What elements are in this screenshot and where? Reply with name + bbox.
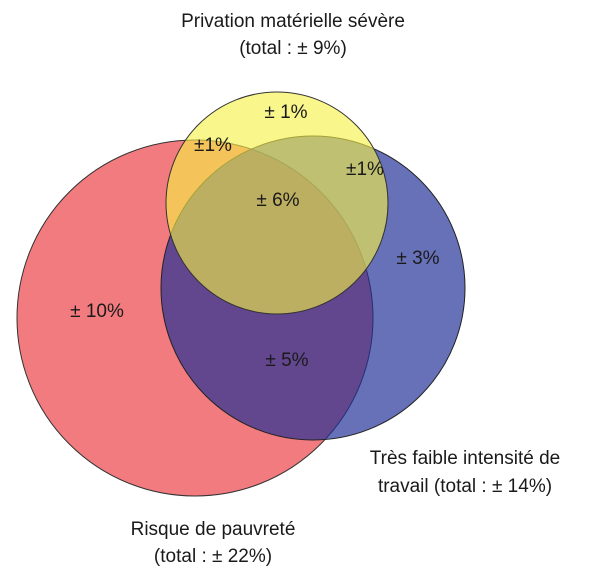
region-label: ± 6% <box>256 190 299 211</box>
region-label: ± 5% <box>265 350 308 371</box>
region-label: ±1% <box>346 159 384 180</box>
region-label: ± 3% <box>396 248 439 269</box>
set-label: (total : ± 22%) <box>154 546 272 567</box>
region-label: ± 10% <box>70 301 124 322</box>
region-label: ±1% <box>194 135 232 156</box>
region-label: ± 1% <box>264 102 307 123</box>
set-label: Privation matérielle sévère <box>181 11 405 32</box>
deprivation-circle <box>165 91 389 315</box>
set-label: Très faible intensité de <box>370 448 560 469</box>
set-label: travail (total : ± 14%) <box>378 476 552 497</box>
set-label: Risque de pauvreté <box>131 519 296 540</box>
set-label: (total : ± 9%) <box>239 38 347 59</box>
